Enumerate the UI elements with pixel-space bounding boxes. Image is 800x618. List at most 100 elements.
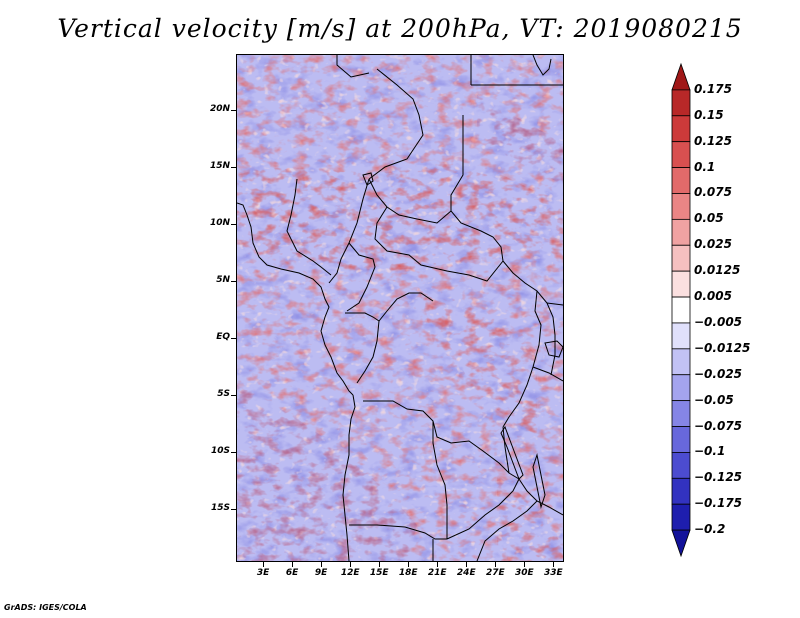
lake-chad [362, 172, 374, 186]
border-nigeria [286, 178, 332, 276]
colorbar-value-label: 0.05 [694, 211, 724, 226]
border-car-south [374, 206, 504, 282]
colorbar-swatch [671, 477, 691, 505]
border-east-3 [502, 426, 510, 474]
lon-tick [263, 562, 265, 567]
colorbar-min-arrow [671, 529, 691, 558]
colorbar [671, 62, 691, 558]
velocity-field-map [237, 55, 563, 561]
colorbar-value-label: −0.05 [694, 392, 734, 407]
border-chad-car [368, 178, 452, 224]
lon-tick [350, 562, 352, 567]
lon-tick-label: 24E [456, 568, 476, 578]
border-angola-zambia [432, 421, 448, 539]
border-congo-drc [356, 320, 380, 384]
lat-tick [231, 338, 236, 340]
northeast-downdraft-band [477, 95, 563, 185]
colorbar-swatch [671, 89, 691, 117]
lat-tick [231, 224, 236, 226]
lon-tick [553, 562, 555, 567]
colorbar-value-label: 0.025 [694, 237, 732, 252]
lat-tick-label: 15N [209, 161, 230, 172]
lake-victoria [544, 340, 563, 358]
colorbar-value-label: 0.175 [694, 81, 732, 96]
colorbar-swatch [671, 193, 691, 220]
lat-tick [231, 452, 236, 454]
congo-updraft-band [417, 285, 537, 435]
lon-tick [321, 562, 323, 567]
lon-tick-label: 9E [314, 568, 328, 578]
lat-tick [231, 509, 236, 511]
lon-tick-label: 18E [398, 568, 418, 578]
border-angola-namibia [349, 524, 447, 540]
border-zambia-south [446, 478, 520, 540]
border-north-1 [336, 55, 370, 78]
chart-title: Vertical velocity [m/s] at 200hPa, VT: 2… [57, 14, 743, 43]
border-east-2 [532, 366, 563, 382]
lat-tick-label: 5S [217, 389, 230, 400]
lon-tick-label: 27E [485, 568, 505, 578]
footer-credit: GrADS: IGES/COLA [4, 603, 87, 612]
coastline-west [237, 202, 354, 396]
border-drc-zambia [363, 400, 520, 480]
red-sea-coast [532, 55, 552, 76]
lon-tick [466, 562, 468, 567]
lon-tick-label: 30E [514, 568, 534, 578]
border-cameroon-2 [346, 242, 376, 312]
colorbar-value-label: −0.175 [694, 496, 743, 511]
colorbar-value-label: −0.075 [694, 418, 743, 433]
border-sudan-west [450, 115, 504, 262]
sahel-updraft-band [237, 163, 563, 271]
colorbar-swatch [671, 348, 691, 376]
lat-tick-label: 10S [210, 446, 230, 457]
lake-malawi [532, 453, 546, 509]
colorbar-value-label: −0.025 [694, 366, 743, 381]
lon-tick [437, 562, 439, 567]
colorbar-value-label: 0.15 [694, 107, 724, 122]
colorbar-value-label: −0.2 [694, 522, 726, 537]
colorbar-value-label: −0.1 [694, 444, 726, 459]
colorbar-swatch [671, 167, 691, 194]
border-north-2 [368, 68, 424, 180]
lon-tick-label: 33E [544, 568, 563, 578]
lon-tick [408, 562, 410, 567]
colorbar-value-label: −0.0125 [694, 340, 751, 355]
colorbar-swatch [671, 115, 691, 143]
colorbar-value-label: 0.0125 [694, 263, 741, 278]
lon-tick [524, 562, 526, 567]
lat-tick-label: 10N [209, 218, 230, 229]
colorbar-value-label: 0.005 [694, 289, 732, 304]
lake-tanganyika [500, 425, 524, 480]
lon-tick-label: 3E [256, 568, 270, 578]
velocity-field [237, 55, 563, 561]
lon-tick-label: 15E [369, 568, 389, 578]
colorbar-swatch [671, 270, 691, 298]
border-gabon-congo [345, 292, 434, 322]
lat-tick [231, 167, 236, 169]
southwest-downdraft-band [237, 385, 417, 561]
colorbar-value-label: −0.125 [694, 470, 743, 485]
lon-tick-label: 21E [427, 568, 447, 578]
colorbar-swatch [671, 400, 691, 427]
lat-tick-label: 5N [216, 275, 230, 286]
country-boundaries [237, 55, 563, 561]
map-panel [236, 54, 564, 562]
colorbar-value-label: 0.075 [694, 185, 732, 200]
lon-tick [495, 562, 497, 567]
colorbar-swatch [671, 244, 691, 272]
lon-tick-label: 12E [340, 568, 360, 578]
colorbar-value-label: 0.1 [694, 159, 716, 174]
lon-tick [379, 562, 381, 567]
colorbar-swatch [671, 503, 691, 531]
border-east-1 [546, 302, 563, 306]
southeast-updraft-band [497, 475, 563, 561]
colorbar-swatch [671, 374, 691, 402]
colorbar-value-label: −0.005 [694, 314, 743, 329]
lon-tick-label: 6E [285, 568, 299, 578]
lat-tick-label: 20N [209, 103, 230, 114]
lat-tick-label: EQ [216, 332, 230, 343]
colorbar-swatch [671, 452, 691, 479]
border-south-2 [476, 500, 538, 561]
coastline-southwest [342, 394, 356, 561]
colorbar-swatch [671, 141, 691, 168]
